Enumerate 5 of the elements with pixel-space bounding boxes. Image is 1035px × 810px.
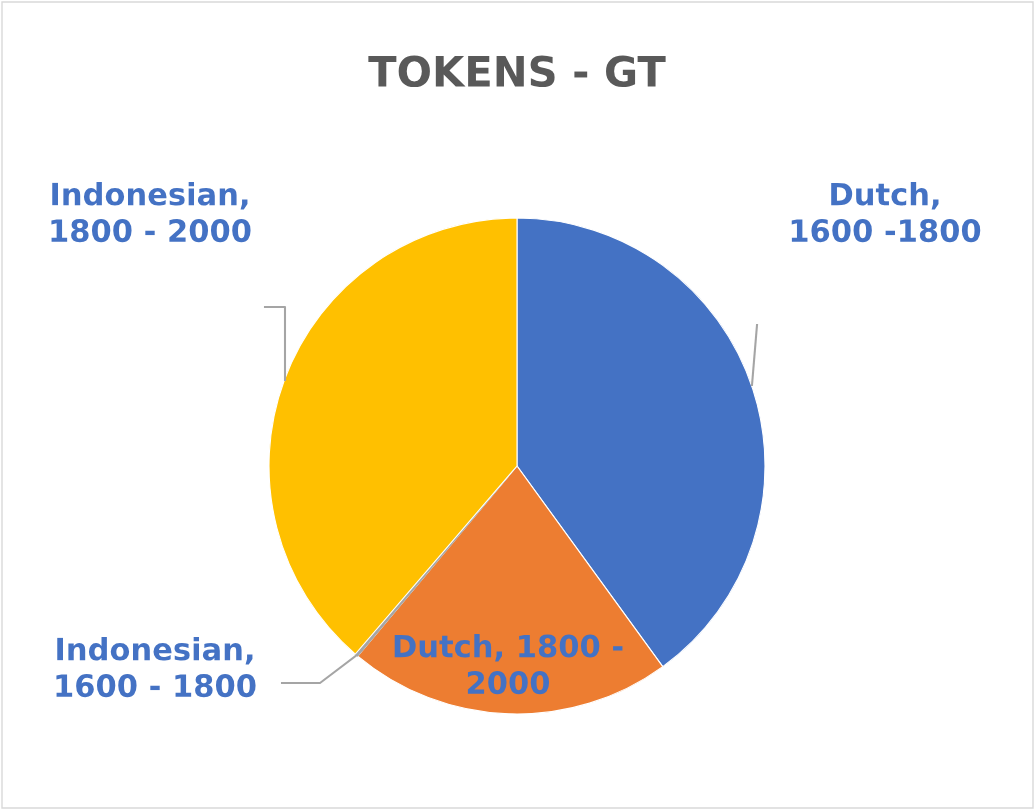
slice-label: Indonesian, 1800 - 2000 <box>51 181 251 243</box>
slice-label: Indonesian, 1600 - 1800 <box>56 636 256 698</box>
slice-label: Dutch, 1800 - 2000 <box>394 633 623 695</box>
chart-title: TOKENS - GT <box>368 55 666 88</box>
slice-label: Dutch, 1600 -1800 <box>791 181 981 243</box>
